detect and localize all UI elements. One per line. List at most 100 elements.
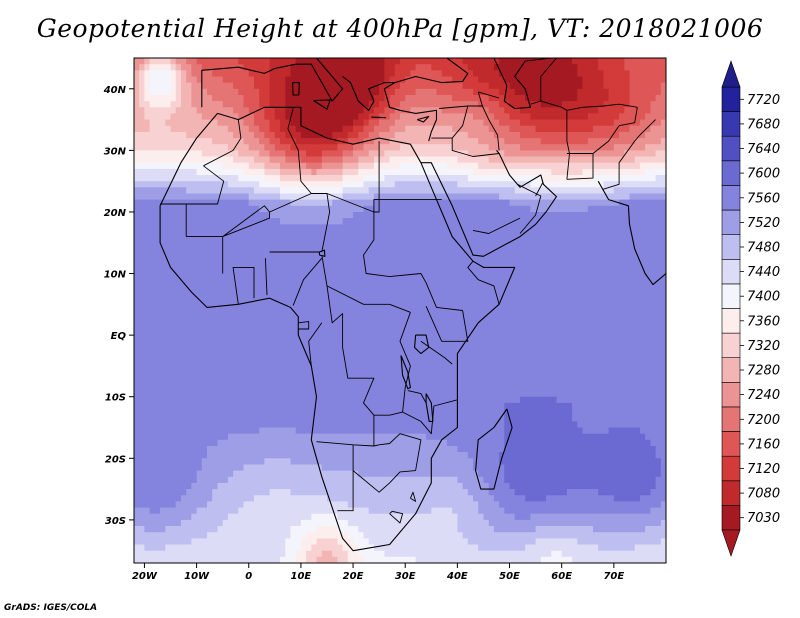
field-cell <box>259 181 281 188</box>
colorbar-high-arrow <box>721 60 741 88</box>
field-cell <box>467 452 500 459</box>
field-cell <box>582 427 610 435</box>
field-cell <box>535 125 594 133</box>
field-cell <box>134 513 192 521</box>
field-cell <box>358 162 375 170</box>
arabia-coastline <box>420 150 558 257</box>
country-border <box>308 322 323 366</box>
field-cell <box>196 76 224 84</box>
colorbar: 7030 7080 7120 7160 7200 7240 7280 7320 7360 7400… <box>721 60 780 557</box>
colorbar-box <box>721 160 741 186</box>
field-cell <box>134 131 187 139</box>
field-cell <box>650 101 666 108</box>
field-cell <box>660 538 666 546</box>
field-cell <box>566 489 599 496</box>
field-cell <box>134 212 271 219</box>
field-cell <box>389 156 458 164</box>
field-cell <box>134 329 666 336</box>
field-cell <box>373 138 391 145</box>
field-cell <box>603 181 666 188</box>
field-cell <box>170 88 177 96</box>
colorbar-box <box>721 381 741 408</box>
field-cell <box>373 199 511 207</box>
caspian-coastline <box>493 58 531 110</box>
field-cell <box>222 519 302 527</box>
field-cell <box>269 76 286 84</box>
field-cell <box>233 156 255 164</box>
field-cell <box>629 95 657 102</box>
field-cell <box>233 82 255 90</box>
field-cell <box>639 495 666 503</box>
field-cell <box>134 476 198 484</box>
field-cell <box>572 58 599 65</box>
field-cell <box>134 384 666 392</box>
field-cell <box>165 526 219 533</box>
field-cell <box>556 396 666 404</box>
field-cell <box>259 150 271 158</box>
colorbar-box <box>721 431 741 457</box>
field-cell <box>660 470 666 478</box>
field-cell <box>217 119 245 127</box>
field-cell <box>280 175 344 182</box>
field-cell <box>488 125 511 133</box>
country-border <box>287 108 302 182</box>
field-cell <box>525 495 547 503</box>
field-cell <box>431 507 453 515</box>
field-cell <box>373 107 385 115</box>
field-cell <box>243 501 349 509</box>
field-cell <box>207 446 458 453</box>
field-cell <box>598 58 625 65</box>
field-cell <box>384 58 401 65</box>
colorbar-box <box>721 283 741 309</box>
field-cell <box>134 532 208 539</box>
field-cell <box>572 556 666 563</box>
country-border <box>300 180 380 213</box>
colorbar-box <box>721 135 741 162</box>
field-cell <box>134 279 666 287</box>
country-border <box>540 58 557 102</box>
field-cell <box>358 156 375 164</box>
field-cell <box>134 347 666 355</box>
country-border <box>337 444 354 512</box>
field-cell <box>504 433 646 441</box>
field-cell <box>660 82 666 90</box>
field-cell <box>587 205 666 213</box>
field-cell <box>134 199 250 207</box>
colorbar-tick-label: 7680 <box>747 117 780 132</box>
field-cell <box>321 162 344 170</box>
field-cell <box>384 76 391 84</box>
field-cell <box>561 101 604 108</box>
field-cell <box>134 390 666 398</box>
field-cell <box>504 464 662 472</box>
field-cell <box>233 470 359 478</box>
field-cell <box>248 199 291 207</box>
field-cell <box>358 526 458 533</box>
field-cell <box>269 150 286 158</box>
field-cell <box>186 70 192 78</box>
field-cell <box>227 513 312 521</box>
field-cell <box>389 138 479 145</box>
field-cell <box>248 162 265 170</box>
field-cell <box>619 131 646 139</box>
field-cell <box>259 88 271 96</box>
field-cell <box>624 64 666 71</box>
field-cell <box>285 88 380 96</box>
field-cell <box>321 156 344 164</box>
field-cell <box>134 310 666 318</box>
field-cell <box>134 316 666 324</box>
footer-credit: GrADS: IGES/COLA <box>4 603 98 613</box>
field-cell <box>379 113 391 121</box>
field-cell <box>280 193 344 201</box>
country-border <box>420 340 453 365</box>
field-cell <box>134 58 145 65</box>
field-cell <box>196 58 239 65</box>
field-cell <box>212 138 245 145</box>
colorbar-box <box>721 86 741 112</box>
field-cell <box>165 119 219 127</box>
field-cell <box>342 193 375 201</box>
field-cell <box>493 131 521 139</box>
field-cell <box>446 162 479 170</box>
field-cell <box>180 101 192 108</box>
field-cell <box>311 544 344 552</box>
y-tick-label: 30N <box>104 146 127 157</box>
